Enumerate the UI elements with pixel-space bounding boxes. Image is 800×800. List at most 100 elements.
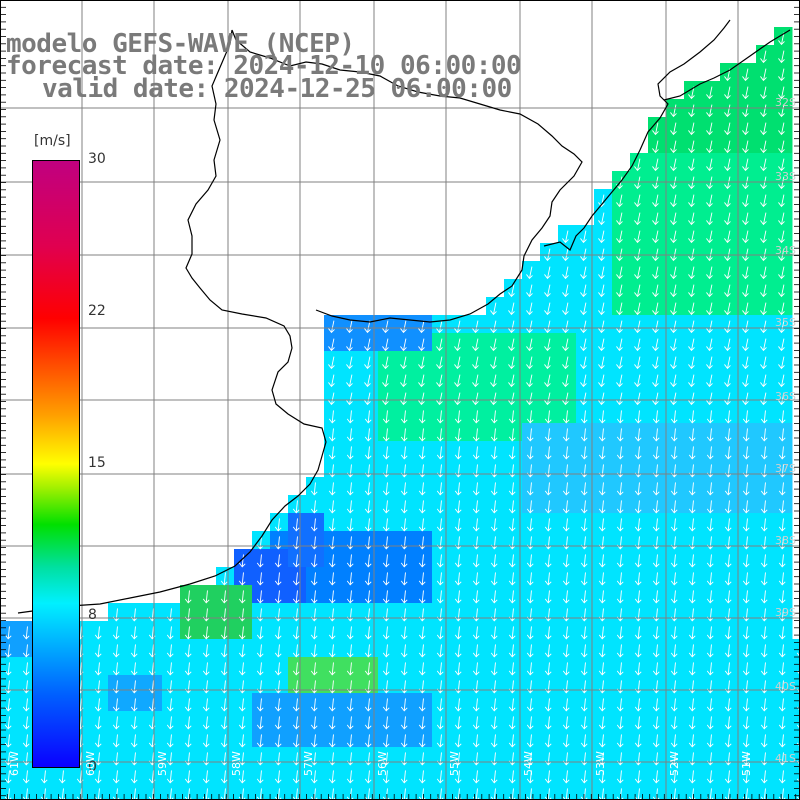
wind-arrow (220, 572, 228, 586)
wind-arrow (256, 698, 264, 712)
wind-arrow (508, 410, 516, 424)
wind-arrow (670, 302, 677, 316)
wind-arrow (202, 770, 210, 784)
wind-arrow (580, 626, 588, 640)
wind-arrow (742, 572, 750, 586)
wind-arrow (472, 446, 480, 460)
wind-arrow (382, 356, 389, 370)
wind-arrow (598, 482, 606, 496)
wind-arrow (688, 338, 695, 352)
wind-arrow (364, 770, 372, 784)
wind-arrow (562, 428, 570, 442)
wind-arrow (706, 374, 713, 388)
wind-arrow (436, 482, 444, 496)
wind-arrow (220, 590, 228, 604)
wind-arrow (760, 338, 767, 352)
wind-arrow (256, 734, 264, 748)
wind-arrow (508, 284, 515, 298)
wind-arrow (724, 392, 731, 406)
wind-arrow (274, 518, 282, 532)
wind-arrow (760, 356, 767, 370)
wind-arrow (598, 410, 606, 424)
wind-arrow (544, 698, 552, 712)
wind-arrow (328, 662, 336, 676)
wind-arrow (436, 392, 443, 406)
wind-arrow (742, 446, 750, 460)
wind-arrow (760, 716, 768, 730)
wind-arrow (544, 518, 552, 532)
wind-arrow (58, 788, 66, 800)
wind-arrow (778, 518, 786, 532)
wind-arrow (778, 338, 785, 352)
wind-arrow (472, 374, 479, 388)
wind-arrow (346, 644, 354, 658)
wind-arrow (652, 572, 660, 586)
wind-arrow (598, 698, 606, 712)
wind-arrow (364, 482, 372, 496)
wind-arrow (670, 518, 678, 532)
wind-arrow (544, 428, 552, 442)
wind-arrow (454, 662, 462, 676)
wind-arrow (598, 266, 605, 280)
wind-arrow (418, 734, 426, 748)
wind-arrow (454, 554, 462, 568)
wind-arrow (742, 626, 750, 640)
wind-arrow (184, 626, 192, 640)
wind-arrow (220, 716, 228, 730)
wind-arrow (598, 734, 606, 748)
wind-arrow (760, 734, 768, 748)
wind-arrow (364, 644, 372, 658)
wind-arrow (706, 734, 714, 748)
wind-arrow (598, 446, 606, 460)
wind-arrow (400, 500, 408, 514)
wind-arrow (382, 428, 390, 442)
wind-arrow (328, 788, 336, 800)
wind-arrow (184, 716, 192, 730)
wind-arrow (778, 320, 785, 334)
wind-arrow (292, 590, 300, 604)
wind-arrow (256, 644, 264, 658)
wind-arrow (688, 104, 695, 118)
wind-arrow (652, 230, 659, 244)
wind-arrow (436, 770, 444, 784)
wind-arrow (526, 374, 533, 388)
wind-arrow (256, 788, 264, 800)
wind-arrow (292, 788, 300, 800)
wind-arrow (364, 698, 372, 712)
wind-arrow (310, 590, 318, 604)
wind-arrow (364, 590, 372, 604)
wind-arrow (616, 698, 624, 712)
wind-arrow (400, 572, 408, 586)
wind-arrow (580, 410, 588, 424)
wind-arrow (490, 716, 498, 730)
wind-arrow (256, 770, 264, 784)
wind-arrow (328, 410, 336, 424)
colorbar-tick-30: 30 (88, 151, 106, 167)
wind-arrow (472, 698, 480, 712)
wind-arrow (706, 554, 714, 568)
wind-arrow (4, 770, 12, 784)
wind-arrow (346, 590, 354, 604)
wind-arrow (238, 644, 246, 658)
wind-arrow (292, 626, 300, 640)
wind-arrow (742, 518, 750, 532)
wind-arrow (382, 392, 389, 406)
wind-arrow (220, 662, 228, 676)
wind-arrow (508, 482, 516, 496)
wind-arrow (544, 392, 551, 406)
wind-arrow (472, 392, 479, 406)
wind-arrow (562, 230, 569, 244)
wind-arrow (454, 374, 461, 388)
wind-arrow (652, 662, 660, 676)
wind-arrow (724, 338, 731, 352)
wind-arrow (328, 626, 336, 640)
wind-arrow (652, 482, 660, 496)
wind-arrow (130, 770, 138, 784)
sea-cell (792, 711, 800, 730)
wind-arrow (544, 302, 551, 316)
wind-arrow (580, 716, 588, 730)
wind-arrow (526, 698, 534, 712)
latitude-label: 38S (775, 534, 796, 547)
wind-arrow (760, 428, 768, 442)
wind-arrow (742, 698, 750, 712)
